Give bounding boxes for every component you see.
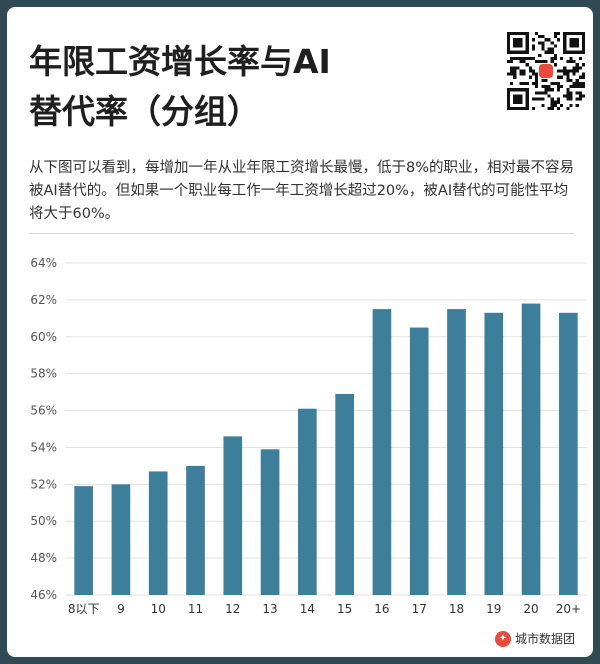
- bar: [74, 486, 93, 595]
- bar: [521, 303, 541, 595]
- x-tick-label: 19: [486, 602, 501, 616]
- brand-footer: ✦ 城市数据团: [494, 630, 575, 647]
- chart-card: 年限工资增长率与AI 替代率（分组） 从下图可以看到，每增加一年从业年限工资增长最…: [7, 7, 593, 657]
- bar: [260, 449, 280, 595]
- bar: [447, 309, 466, 595]
- x-tick-label: 13: [262, 602, 277, 616]
- bar-chart: 46% 48% 50% 52% 54% 56% 58% 60% 62% 64% 8以下 9 10 11 12…: [30, 256, 587, 616]
- x-tick-label: 16: [374, 602, 389, 616]
- y-tick-label: 50%: [30, 514, 57, 528]
- y-tick-label: 58%: [30, 367, 57, 381]
- x-tick-label: 20: [523, 602, 538, 616]
- bar: [298, 408, 317, 595]
- bar: [223, 436, 243, 595]
- bar: [409, 327, 429, 595]
- y-tick-label: 48%: [30, 551, 57, 565]
- y-tick-label: 64%: [30, 256, 57, 270]
- x-tick-label: 20+: [556, 602, 581, 616]
- qr-code: [507, 32, 585, 110]
- bar: [372, 309, 392, 595]
- x-tick-label: 11: [188, 602, 203, 616]
- y-tick-label: 52%: [30, 477, 57, 491]
- x-tick-label: 18: [449, 602, 464, 616]
- x-tick-label: 10: [151, 602, 166, 616]
- bar: [484, 312, 504, 595]
- y-tick-label: 54%: [30, 440, 57, 454]
- y-tick-label: 56%: [30, 404, 57, 418]
- x-tick-label: 9: [117, 602, 125, 616]
- bar: [111, 484, 131, 595]
- bar: [148, 471, 168, 595]
- x-tick-label: 12: [225, 602, 240, 616]
- x-tick-label: 15: [337, 602, 352, 616]
- y-tick-label: 46%: [30, 588, 57, 602]
- x-tick-label: 8以下: [68, 602, 100, 616]
- chart-description: 从下图可以看到，每增加一年从业年限工资增长最慢，低于8%的职业，相对最不容易被A…: [29, 160, 574, 222]
- divider: [29, 233, 574, 234]
- brand-name: 城市数据团: [514, 632, 575, 646]
- bar: [559, 312, 578, 595]
- x-tick-label: 14: [300, 602, 315, 616]
- y-tick-label: 60%: [30, 330, 57, 344]
- bar: [335, 393, 354, 595]
- page-title: 年限工资增长率与AI 替代率（分组）: [29, 42, 331, 131]
- y-tick-label: 62%: [30, 293, 57, 307]
- bar: [186, 465, 205, 595]
- x-tick-label: 17: [412, 602, 427, 616]
- brand-logo-icon: ✦: [494, 630, 511, 647]
